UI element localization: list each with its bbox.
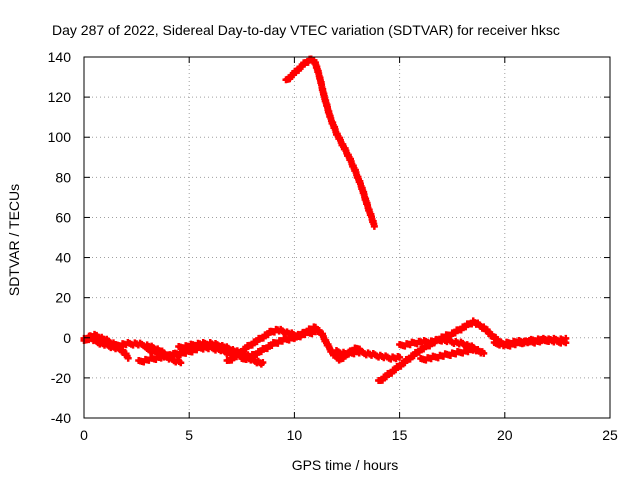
- data-point: [480, 349, 488, 357]
- y-tick-label: 20: [55, 290, 71, 306]
- x-tick-label: 0: [80, 427, 88, 443]
- x-tick-label: 20: [497, 427, 513, 443]
- data-point: [311, 328, 319, 336]
- data-point: [259, 359, 267, 366]
- x-tick-label: 10: [287, 427, 303, 443]
- y-tick-label: 120: [48, 89, 72, 105]
- x-tick-label: 25: [602, 427, 618, 443]
- series-arc-i: [238, 327, 319, 363]
- data-point: [469, 346, 477, 354]
- y-tick-label: 80: [55, 169, 71, 185]
- series-arc-high: [282, 55, 378, 230]
- y-tick-label: 0: [63, 330, 71, 346]
- x-tick-labels: 0 5 10 15 20 25: [80, 427, 618, 443]
- data-point: [370, 222, 378, 230]
- series-arc-l: [396, 335, 488, 357]
- data-point: [396, 353, 404, 361]
- y-tick-label: 60: [55, 209, 71, 225]
- y-tick-labels: -40 -20 0 20 40 60 80 100 120 140: [48, 49, 72, 426]
- x-tick-label: 5: [185, 427, 193, 443]
- axis-ticks: [83, 56, 611, 419]
- y-tick-label: 100: [48, 129, 72, 145]
- series-arc-e: [143, 344, 185, 367]
- series-arc-j: [332, 346, 404, 363]
- series-arc-n: [490, 334, 570, 349]
- y-tick-label: -20: [51, 370, 71, 386]
- y-tick-label: 140: [48, 49, 72, 65]
- series-arc-m: [417, 345, 477, 364]
- y-axis-label: SDTVAR / TECUs: [6, 184, 22, 296]
- x-axis-label: GPS time / hours: [292, 457, 399, 473]
- x-tick-label: 15: [392, 427, 408, 443]
- grid-lines: [84, 57, 610, 418]
- y-tick-label: -40: [51, 410, 71, 426]
- data-point: [124, 354, 132, 362]
- data-point: [177, 359, 185, 367]
- data-point: [562, 339, 570, 347]
- data-points: [80, 55, 570, 385]
- plot-frame: [83, 56, 611, 419]
- chart-title: Day 287 of 2022, Sidereal Day-to-day VTE…: [52, 22, 560, 38]
- y-tick-label: 40: [55, 250, 71, 266]
